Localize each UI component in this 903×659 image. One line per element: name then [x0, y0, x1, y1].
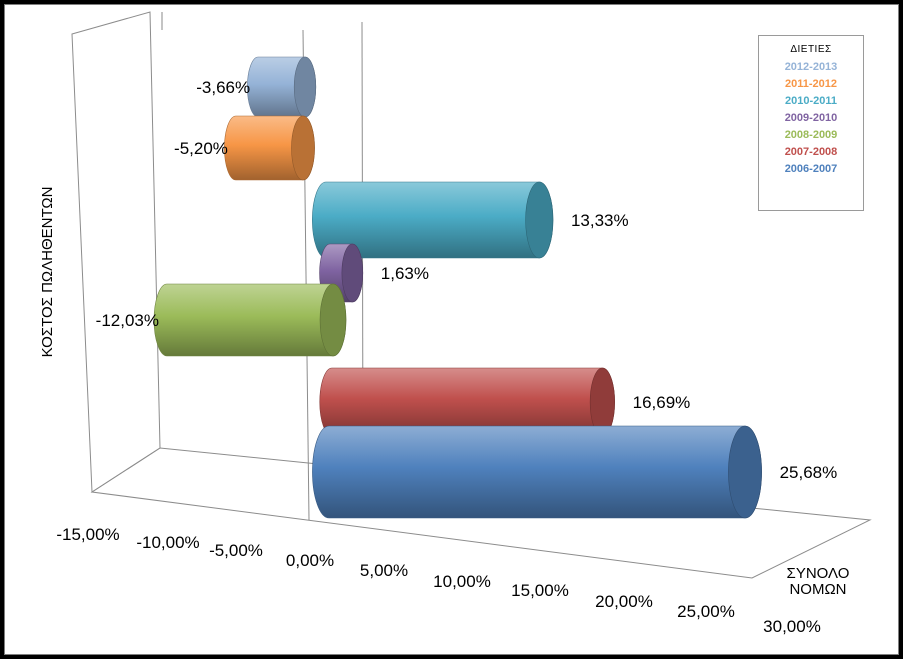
bar-2011-2012: [224, 115, 315, 181]
bar-2012-2013: [247, 56, 317, 118]
chart-area: [4, 4, 899, 655]
x-tick-label: 20,00%: [595, 592, 653, 611]
x-axis-ticks: -15,00% -10,00% -5,00% 0,00% 5,00% 10,00% 15,0…: [56, 525, 821, 636]
legend-item-2008-2009: 2008-2009: [784, 129, 838, 141]
legend-item-2011-2012: 2011-2012: [785, 78, 837, 90]
bar-2010-2011: [312, 181, 554, 259]
data-label-2011-2012: -5,20%: [174, 139, 228, 158]
x-tick-label: -15,00%: [56, 525, 119, 544]
data-label-2008-2009: -12,03%: [96, 311, 159, 330]
data-label-2006-2007: 25,68%: [780, 463, 838, 482]
data-label-2009-2010: 1,63%: [381, 264, 429, 283]
x-tick-label: 25,00%: [677, 602, 735, 621]
legend-item-2007-2008: 2007-2008: [784, 146, 838, 158]
data-label-2007-2008: 16,69%: [633, 393, 691, 412]
bar-2007-2008: [319, 367, 615, 437]
bar-2006-2007: [312, 425, 762, 519]
x-tick-label: 15,00%: [511, 581, 569, 600]
legend-title: ΔΙΕΤΙΕΣ: [790, 44, 832, 55]
legend-item-2006-2007: 2006-2007: [784, 163, 838, 175]
data-label-2012-2013: -3,66%: [196, 78, 250, 97]
x-tick-label: 10,00%: [433, 572, 491, 591]
legend-item-2012-2013: 2012-2013: [784, 61, 838, 73]
x-tick-label: 30,00%: [763, 617, 821, 636]
legend-item-2010-2011: 2010-2011: [785, 95, 837, 107]
x-tick-label: 0,00%: [286, 551, 334, 570]
data-label-2010-2011: 13,33%: [571, 211, 629, 230]
x-tick-label: 5,00%: [360, 561, 408, 580]
x-tick-label: -5,00%: [209, 541, 263, 560]
bar-2008-2009: [153, 283, 347, 357]
category-label-line-1: ΣΥΝΟΛΟ: [787, 565, 850, 582]
data-labels: -3,66% -5,20% 13,33% 1,63% -12,03% 16,69% 25,6…: [96, 78, 838, 482]
legend: ΔΙΕΤΙΕΣ 2012-2013 2011-2012 2010-2011 2009-…: [758, 35, 864, 211]
y-axis-title: ΚΟΣΤΟΣ ΠΩΛΗΘΕΝΤΩΝ: [39, 187, 56, 358]
x-tick-label: -10,00%: [136, 533, 199, 552]
left-wall: [71, 11, 161, 493]
floor: [90, 447, 872, 579]
bar-series: [153, 56, 762, 519]
category-label-line-2: ΝΟΜΩΝ: [789, 581, 846, 598]
legend-item-2009-2010: 2009-2010: [784, 112, 838, 124]
